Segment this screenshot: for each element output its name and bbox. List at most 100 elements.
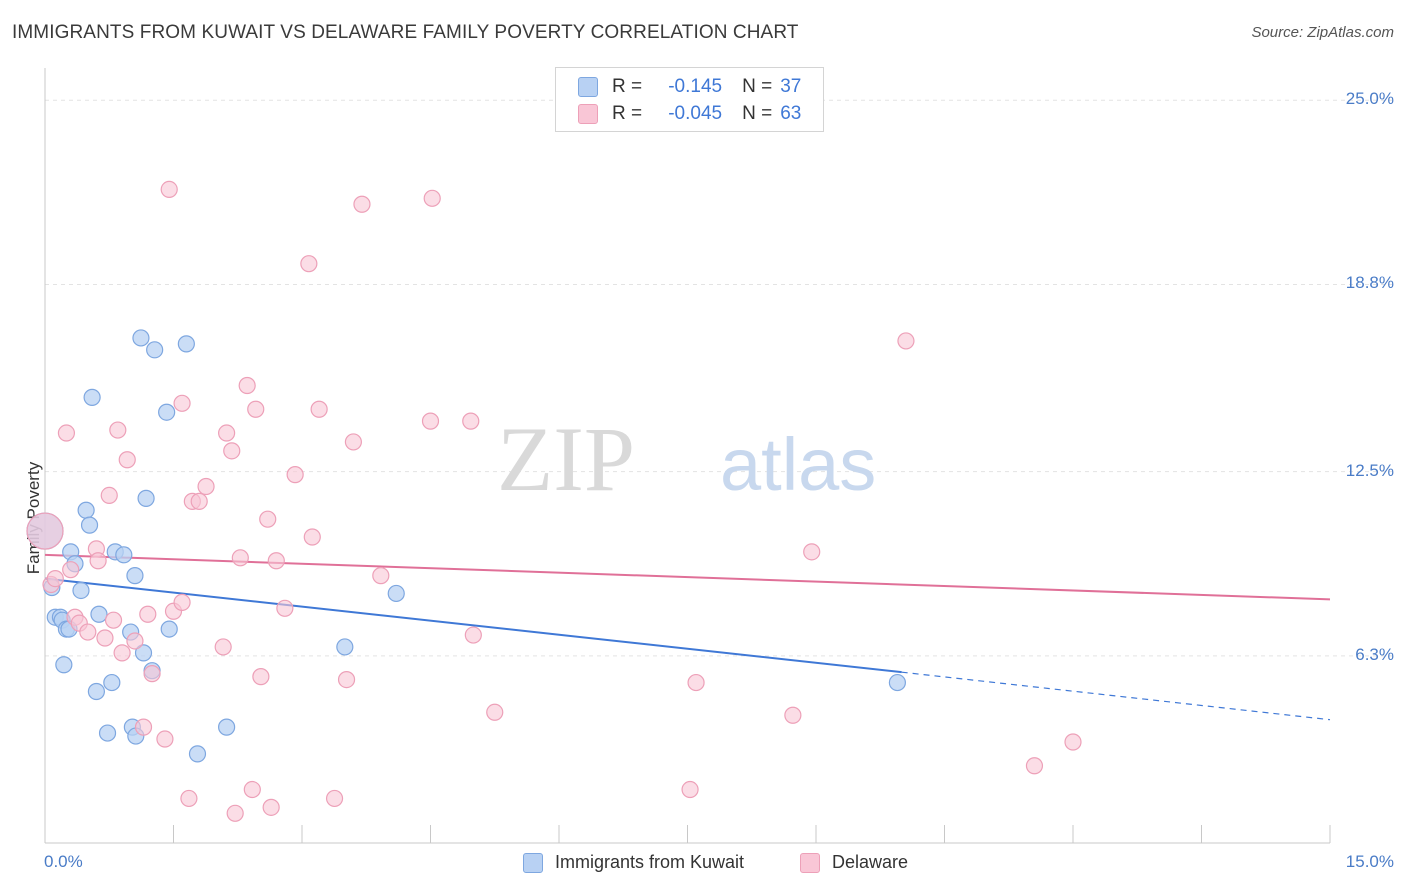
- legend-delaware-label: Delaware: [832, 852, 909, 872]
- kuwait-point: [90, 605, 108, 623]
- trend-line-kuwait: [44, 577, 902, 674]
- delaware-point: [259, 510, 277, 528]
- kuwait-point: [160, 620, 178, 638]
- delaware-point: [243, 780, 261, 799]
- delaware-point: [300, 255, 318, 273]
- delaware-point: [109, 421, 127, 439]
- delaware-point: [104, 611, 123, 629]
- delaware-point: [173, 394, 191, 412]
- stats-legend: R = -0.145 N = 37 R = -0.045 N = 63: [555, 67, 824, 132]
- r-label: R =: [612, 103, 643, 124]
- data-points: [26, 180, 1082, 822]
- kuwait-point: [387, 584, 405, 603]
- trend-lines: [44, 553, 1331, 721]
- kuwait-point: [80, 516, 99, 534]
- delaware-point: [223, 442, 241, 460]
- delaware-point: [486, 703, 504, 721]
- delaware-point: [310, 400, 328, 418]
- n-label: N =: [742, 76, 773, 97]
- delaware-point: [231, 549, 249, 567]
- delaware-point: [126, 632, 144, 650]
- watermark: ZIP atlas: [497, 408, 876, 510]
- legend-item-delaware: Delaware: [800, 852, 908, 873]
- kuwait-point: [103, 673, 121, 692]
- y-tick-label: 25.0%: [1345, 89, 1394, 109]
- n-label: N =: [742, 103, 773, 124]
- delaware-point: [247, 400, 265, 418]
- trend-line-kuwait-extension: [901, 671, 1331, 721]
- delaware-point: [226, 804, 244, 822]
- delaware-point: [286, 466, 304, 484]
- delaware-point: [190, 492, 208, 510]
- y-tick-label: 18.8%: [1345, 273, 1394, 293]
- kuwait-point: [218, 718, 236, 736]
- r-label: R =: [612, 76, 643, 97]
- trend-line-delaware: [44, 553, 1331, 601]
- delaware-point: [421, 412, 440, 430]
- kuwait-point: [158, 403, 176, 421]
- kuwait-point: [177, 335, 195, 353]
- delaware-point: [1064, 733, 1082, 751]
- kuwait-point: [188, 745, 207, 763]
- kuwait-point: [137, 489, 155, 507]
- delaware-point: [784, 706, 802, 724]
- delaware-point: [464, 626, 482, 644]
- delaware-point: [118, 451, 136, 469]
- kuwait-point: [888, 673, 906, 692]
- legend-kuwait-label: Immigrants from Kuwait: [555, 852, 745, 872]
- watermark-zip: ZIP: [497, 408, 635, 510]
- delaware-point: [372, 567, 390, 585]
- stats-row-delaware: R = -0.045 N = 63: [578, 101, 801, 127]
- delaware-point: [79, 623, 97, 641]
- kuwait-point: [132, 329, 150, 347]
- delaware-point: [156, 730, 174, 748]
- delaware-point: [681, 780, 699, 799]
- kuwait-point: [77, 501, 95, 519]
- kuwait-point: [72, 581, 90, 600]
- delaware-point: [897, 332, 915, 350]
- n-value: 37: [780, 76, 802, 97]
- delaware-point: [1025, 757, 1044, 775]
- kuwait-point: [146, 341, 164, 359]
- delaware-point: [344, 433, 362, 451]
- delaware-point: [113, 644, 131, 662]
- source-label: Source: ZipAtlas.com: [1251, 24, 1394, 41]
- r-value: -0.045: [668, 103, 723, 124]
- delaware-point: [134, 718, 153, 736]
- delaware-point: [687, 673, 705, 692]
- kuwait-point: [126, 567, 144, 585]
- delaware-swatch: [578, 104, 598, 124]
- stats-row-kuwait: R = -0.145 N = 37: [578, 74, 801, 100]
- kuwait-point: [83, 388, 101, 406]
- delaware-point: [303, 528, 321, 546]
- delaware-point: [139, 605, 157, 623]
- delaware-point: [160, 180, 178, 199]
- delaware-point: [218, 424, 236, 442]
- delaware-point: [325, 789, 344, 808]
- axes: [44, 68, 1331, 844]
- delaware-point: [462, 412, 480, 430]
- watermark-atlas: atlas: [720, 423, 876, 506]
- delaware-point: [89, 552, 107, 570]
- delaware-point: [26, 512, 64, 550]
- kuwait-point: [98, 724, 117, 742]
- delaware-point: [173, 593, 191, 611]
- delaware-point: [96, 629, 114, 647]
- delaware-point: [238, 376, 256, 395]
- delaware-point: [197, 477, 215, 496]
- gridlines: [45, 99, 1392, 657]
- kuwait-swatch: [578, 77, 598, 97]
- delaware-point: [143, 665, 161, 683]
- kuwait-point: [134, 644, 153, 662]
- y-tick-label: 12.5%: [1345, 460, 1394, 480]
- x-tick-max: 15.0%: [1345, 852, 1394, 871]
- legend-delaware-swatch: [800, 852, 820, 873]
- kuwait-point: [115, 546, 133, 564]
- delaware-point: [57, 424, 76, 442]
- delaware-point: [100, 486, 118, 505]
- delaware-point: [803, 543, 821, 561]
- kuwait-point: [55, 656, 73, 674]
- legend-kuwait-swatch: [523, 852, 543, 873]
- delaware-point: [46, 569, 64, 588]
